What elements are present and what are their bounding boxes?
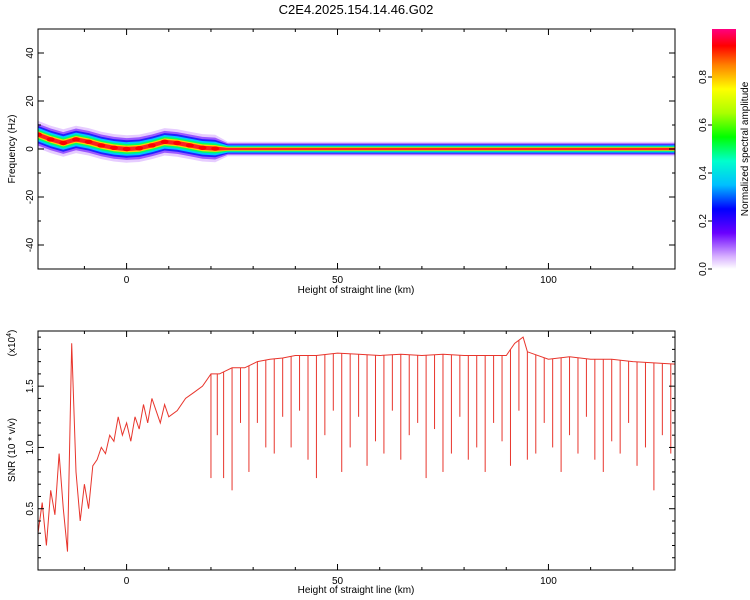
snr-exponent-power: 4 (6, 333, 13, 337)
snr-ticks: 0 50 100 0.5 1.0 1.5 (25, 331, 676, 587)
ridge-hotspot (173, 140, 182, 146)
snr-exponent-close: ) (7, 330, 18, 333)
spectrogram-panel: 0 50 100 -40 -20 0 20 40 Height of straight lin… (7, 28, 676, 296)
ridge-hotspot (122, 146, 131, 152)
spectrogram-ytick-label: 20 (25, 95, 36, 107)
snr-line (38, 336, 675, 552)
spectrogram-ylabel: Frequency (Hz) (7, 115, 18, 184)
snr-xtick-label: 100 (540, 576, 557, 587)
snr-frame (37, 330, 676, 571)
ridge-hotspot (84, 139, 93, 144)
ridge-hotspot (135, 146, 144, 151)
colorbar: 0.0 0.2 0.4 0.6 0.8 Normalized spectral ampl… (698, 29, 750, 276)
spectrogram-area (38, 120, 675, 163)
snr-xtick-label: 0 (124, 576, 130, 587)
ridge-hotspot (185, 143, 194, 148)
chart-title: C2E4.2025.154.14.46.G02 (279, 2, 434, 17)
ridge-hotspot (38, 132, 42, 137)
ridge-band-red (38, 132, 675, 152)
ridge-hotspot (211, 146, 220, 151)
ridge-hotspot (71, 137, 80, 142)
svg-text:(x104): (x104) (6, 330, 18, 357)
spectrogram-ticks: 0 50 100 -40 -20 0 20 40 (25, 28, 676, 286)
spectrogram-ytick-label: -40 (25, 237, 36, 252)
ridge-hotspot (46, 137, 55, 142)
ridge-hotspot (147, 143, 156, 148)
spectrogram-xtick-label: 100 (540, 275, 557, 286)
snr-xlabel: Height of straight line (km) (298, 585, 415, 596)
colorbar-gradient (712, 29, 736, 269)
colorbar-label: Normalized spectral amplitude (740, 81, 750, 216)
spectrogram-xtick-label: 0 (124, 275, 130, 286)
ridge-hotspot (160, 139, 169, 144)
snr-area (38, 336, 675, 552)
colorbar-ticks: 0.0 0.2 0.4 0.6 0.8 (698, 70, 712, 276)
snr-exponent-base: (x10 (7, 336, 18, 356)
ridge-hotspot (109, 145, 118, 150)
snr-panel: 0 50 100 0.5 1.0 1.5 Height of straight line … (6, 330, 676, 596)
spectrogram-ytick-label: 40 (25, 47, 36, 59)
spectrogram-ytick-label: -20 (25, 189, 36, 204)
colorbar-tick-label: 0.6 (698, 118, 709, 132)
colorbar-tick-label: 0.0 (698, 262, 709, 276)
ridge-hotspot (97, 143, 106, 148)
snr-ytick-label: 1.5 (25, 379, 36, 393)
spectrogram-xtick-label: 50 (332, 275, 344, 286)
snr-exponent: (x104) (6, 330, 18, 357)
spectrogram-ytick-label: 0 (25, 146, 36, 152)
colorbar-tick-label: 0.8 (698, 70, 709, 84)
ridge-hotspot (198, 145, 207, 150)
colorbar-tick-label: 0.2 (698, 214, 709, 228)
snr-xtick-label: 50 (332, 576, 344, 587)
snr-ylabel: SNR (10 * v/v) (7, 418, 18, 482)
ridge-hotspot (59, 140, 68, 146)
spectrogram-xlabel: Height of straight line (km) (298, 285, 415, 296)
colorbar-tick-label: 0.4 (698, 166, 709, 180)
snr-ytick-label: 1.0 (25, 440, 36, 454)
snr-ytick-label: 0.5 (25, 501, 36, 515)
